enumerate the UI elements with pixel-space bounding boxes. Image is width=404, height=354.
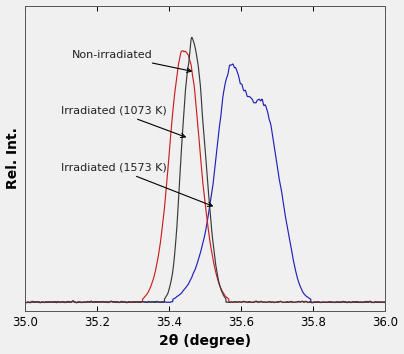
Text: Non-irradiated: Non-irradiated	[72, 50, 191, 73]
X-axis label: 2θ (degree): 2θ (degree)	[159, 335, 251, 348]
Text: Irradiated (1573 K): Irradiated (1573 K)	[61, 162, 213, 206]
Y-axis label: Rel. Int.: Rel. Int.	[6, 127, 19, 189]
Text: Irradiated (1073 K): Irradiated (1073 K)	[61, 105, 185, 137]
